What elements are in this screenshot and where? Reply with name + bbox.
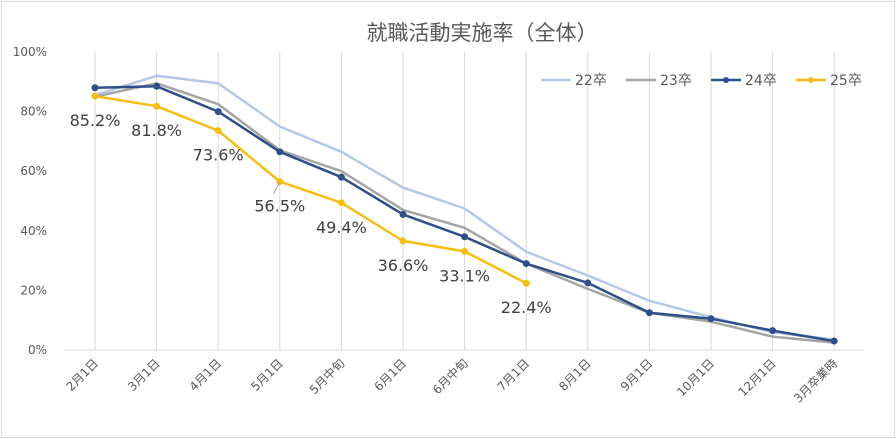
y-tick-label: 0%: [28, 343, 47, 357]
data-point: [461, 233, 469, 241]
data-point: [399, 237, 407, 245]
data-labels: 85.2% 81.8% 73.6% 56.5% 49.4% 36.6% 33.1% 22.4%: [70, 111, 552, 317]
y-tick-label: 100%: [13, 45, 47, 59]
data-point: [337, 173, 345, 181]
vertical-gridlines: [64, 52, 865, 351]
x-tick-label: 10月1日: [674, 356, 717, 399]
x-tick-label: 2月1日: [63, 356, 101, 394]
data-point: [522, 279, 530, 287]
data-point: [522, 260, 530, 268]
y-tick-label: 40%: [20, 224, 47, 238]
y-tick-label: 60%: [20, 164, 47, 178]
data-label: 85.2%: [70, 111, 121, 130]
data-point: [337, 199, 345, 207]
x-tick-label: 12月1日: [736, 356, 779, 399]
legend-label: 23卒: [660, 73, 692, 89]
x-tick-label: 6月中旬: [429, 356, 470, 397]
data-point: [461, 247, 469, 255]
x-tick-label: 3月1日: [125, 356, 163, 394]
data-point: [153, 102, 161, 110]
y-tick-label: 80%: [20, 105, 47, 119]
data-point: [153, 82, 161, 90]
data-label: 56.5%: [254, 197, 305, 216]
data-label: 33.1%: [439, 266, 490, 285]
data-label: 22.4%: [501, 298, 552, 317]
legend-label: 22卒: [575, 73, 607, 89]
data-point: [769, 327, 777, 335]
data-point: [399, 210, 407, 218]
x-axis-ticks: 2月1日 3月1日 4月1日 5月1日 5月中旬 6月1日 6月中旬 7月1日 8月1日 9月1日…: [63, 356, 840, 406]
legend: 22卒 23卒 24卒 25卒: [541, 73, 862, 89]
data-point: [645, 309, 653, 317]
x-tick-label: 9月1日: [618, 356, 656, 394]
x-tick-label: 6月1日: [371, 356, 409, 394]
data-point: [214, 108, 222, 116]
x-tick-label: 7月1日: [495, 356, 533, 394]
legend-label: 24卒: [745, 73, 777, 89]
data-point: [830, 337, 838, 345]
data-point: [91, 92, 99, 100]
data-label: 36.6%: [378, 256, 429, 275]
legend-marker: [808, 77, 814, 83]
y-axis-ticks: 0% 20% 40% 60% 80% 100%: [13, 45, 47, 357]
x-tick-label: 8月1日: [556, 356, 594, 394]
data-point: [707, 315, 715, 323]
data-label: 81.8%: [131, 121, 182, 140]
data-label: 49.4%: [316, 218, 367, 237]
x-tick-label: 3月卒業時: [791, 356, 840, 405]
y-tick-label: 20%: [20, 283, 47, 297]
x-tick-label: 5月1日: [248, 356, 286, 394]
x-tick-label: 4月1日: [187, 356, 225, 394]
data-point: [214, 127, 222, 135]
data-label: 73.6%: [193, 146, 244, 165]
data-label-leader-line: [273, 181, 281, 194]
chart-title: 就職活動実施率（全体）: [367, 21, 598, 45]
series-line: [93, 94, 528, 285]
legend-marker: [723, 77, 729, 83]
x-tick-label: 5月中旬: [306, 356, 347, 397]
data-point: [584, 279, 592, 287]
series-lines: [91, 74, 838, 345]
data-point: [276, 148, 284, 156]
data-point: [91, 84, 99, 92]
legend-label: 25卒: [830, 73, 862, 89]
